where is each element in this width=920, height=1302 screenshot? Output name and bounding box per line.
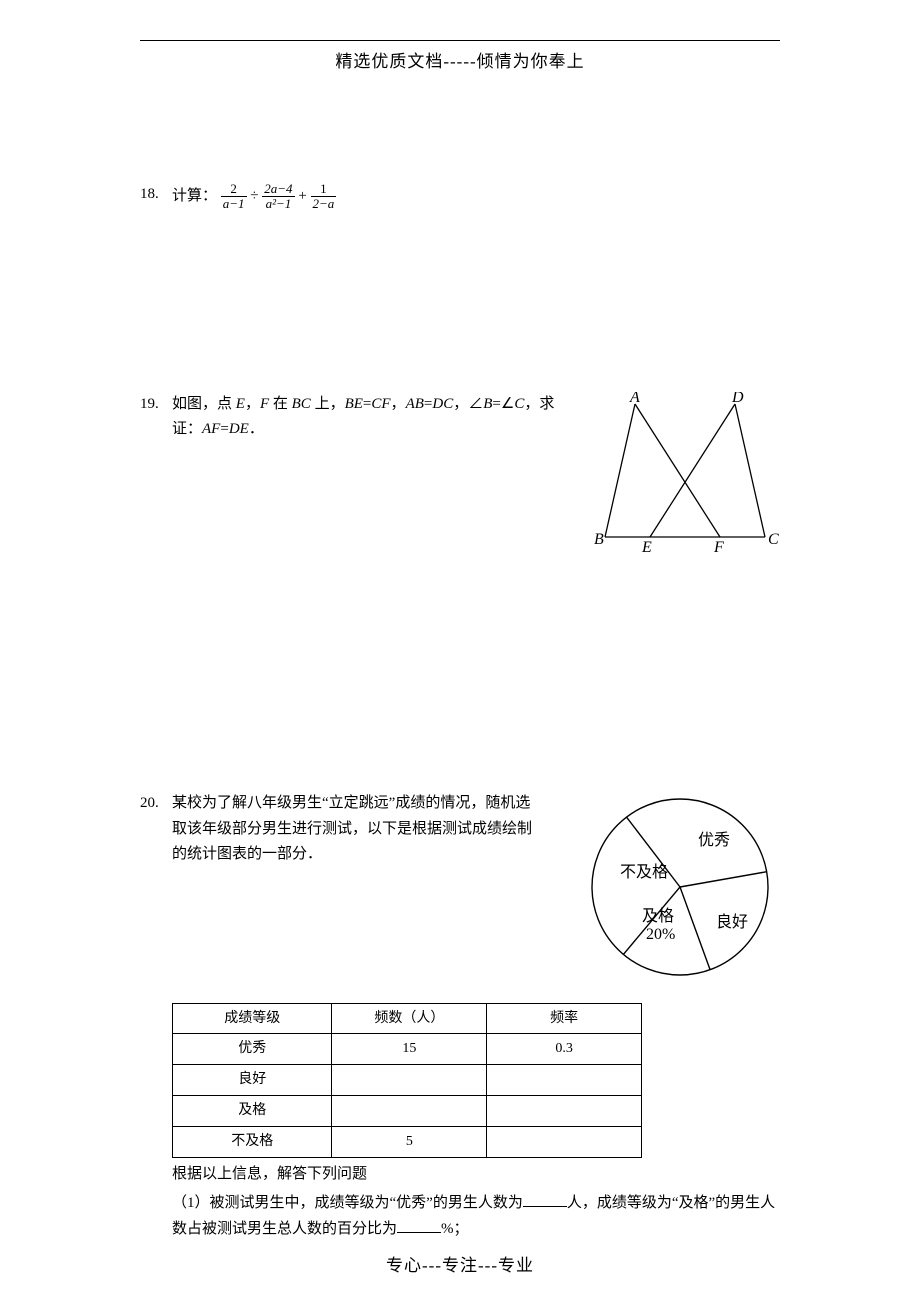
fraction-1: 2 a−1 [221,182,247,212]
cell [487,1126,642,1157]
pie-label-fail: 不及格 [620,863,668,881]
pie-label-good: 良好 [716,913,748,931]
cell [487,1065,642,1096]
q19-angC: C [514,396,524,412]
problem-19-number: 19. [140,392,159,418]
q19-c3: ， [453,396,468,412]
q19-t3: 上， [311,396,345,412]
th-freq: 频率 [487,1003,642,1034]
problem-18-number: 18. [140,182,159,208]
fraction-3: 1 2−a [311,182,337,212]
pie-label-excellent: 优秀 [698,831,730,849]
q19-t2: 在 [269,396,292,412]
problem-19-figure: A D B C E F [590,392,780,562]
q19-c1: ， [245,396,260,412]
th-grade: 成绩等级 [173,1003,332,1034]
page: 精选优质文档-----倾情为你奉上 18. 计算： 2 a−1 ÷ 2a−4 a… [0,0,920,1302]
triangle-figure-svg: A D B C E F [590,392,780,552]
footer-text: 专心---专注---专业 [0,1251,920,1276]
label-A: A [629,392,640,406]
q19-E: E [236,396,245,412]
header-text: 精选优质文档-----倾情为你奉上 [140,47,780,72]
table-header-row: 成绩等级 频数（人） 频率 [173,1003,642,1034]
cell [332,1095,487,1126]
pie-chart-svg: 优秀 良好 及格 20% 不及格 [570,787,780,987]
cell: 0.3 [487,1034,642,1065]
q19-ang2: ∠ [501,396,514,412]
problem-20-sub1: （1）被测试男生中，成绩等级为“优秀”的男生人数为人，成绩等级为“及格”的男生人… [172,1191,780,1242]
cell [332,1065,487,1096]
q19-ang1: ∠ [468,396,483,412]
calc-label: 计算： [172,188,217,204]
q19-DE: DE [229,421,249,437]
q19-BC: BC [292,396,311,412]
table-row: 及格 [173,1095,642,1126]
problem-20-intro: 某校为了解八年级男生“立定跳远”成绩的情况，随机选取该年级部分男生进行测试，以下… [172,791,532,868]
fraction-1-den: a−1 [221,197,247,211]
cell: 及格 [173,1095,332,1126]
q19-BE: BE [345,396,363,412]
fraction-3-num: 1 [311,182,337,197]
q19-DC: DC [432,396,453,412]
q19-eq3: = [492,396,500,412]
problem-18-body: 计算： 2 a−1 ÷ 2a−4 a²−1 + 1 2−a [172,182,780,212]
th-count: 频数（人） [332,1003,487,1034]
table-row: 不及格 5 [173,1126,642,1157]
fraction-1-num: 2 [221,182,247,197]
label-D: D [731,392,744,406]
op-plus: + [298,188,306,204]
blank-2 [397,1217,441,1233]
blank-1 [523,1191,567,1207]
fraction-2-den: a²−1 [262,197,294,211]
problem-20-after1: 根据以上信息，解答下列问题 [172,1162,780,1188]
q20-sub1-a: （1）被测试男生中，成绩等级为“优秀”的男生人数为 [172,1195,523,1211]
label-C: C [768,531,779,548]
label-B: B [594,531,604,548]
table-row: 良好 [173,1065,642,1096]
cell: 不及格 [173,1126,332,1157]
q20-sub1-c: %； [441,1221,469,1237]
pie-label-pass: 及格 [642,907,674,925]
problem-20: 20. 优秀 良好 及格 [140,791,780,1242]
q19-AF: AF [202,421,220,437]
table-row: 优秀 15 0.3 [173,1034,642,1065]
pie-label-pass-pct: 20% [646,926,675,943]
problem-19: 19. A D B C E F [140,392,780,562]
problem-18: 18. 计算： 2 a−1 ÷ 2a−4 a²−1 + 1 2−a [140,182,780,212]
q19-AB: AB [406,396,424,412]
q19-eq4: = [220,421,228,437]
problem-19-body: 如图，点 E，F 在 BC 上，BE=CF，AB=DC，∠B=∠C，求证：AF=… [172,392,562,443]
op-divide: ÷ [250,188,258,204]
problem-20-number: 20. [140,791,159,817]
fraction-3-den: 2−a [311,197,337,211]
header-rule [140,40,780,41]
label-E: E [641,539,652,552]
cell [487,1095,642,1126]
q19-t1: 如图，点 [172,396,236,412]
frequency-table: 成绩等级 频数（人） 频率 优秀 15 0.3 良好 及格 不及格 5 [172,1003,642,1158]
q19-F: F [260,396,269,412]
cell: 良好 [173,1065,332,1096]
label-F: F [713,539,724,552]
problem-20-pie: 优秀 良好 及格 20% 不及格 [570,787,780,997]
q19-c2: ， [391,396,406,412]
fraction-2-num: 2a−4 [262,182,294,197]
cell: 优秀 [173,1034,332,1065]
fraction-2: 2a−4 a²−1 [262,182,294,212]
cell: 15 [332,1034,487,1065]
q19-period: ． [249,421,264,437]
cell: 5 [332,1126,487,1157]
q19-CF: CF [371,396,390,412]
